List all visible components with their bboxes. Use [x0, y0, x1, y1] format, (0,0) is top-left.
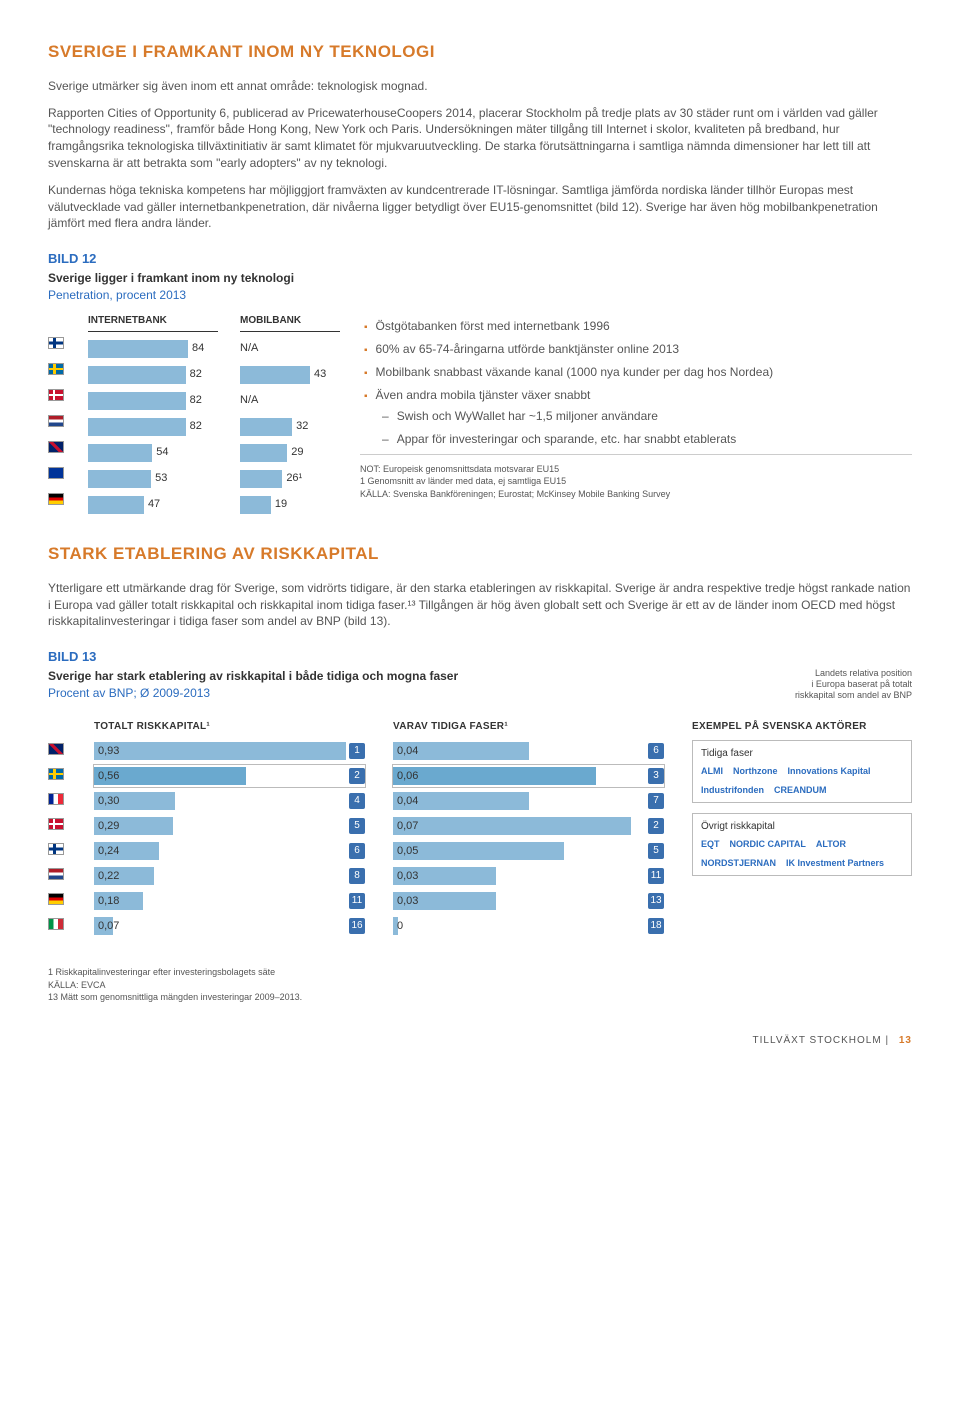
actor-logo: Northzone — [733, 765, 778, 778]
footer-page: 13 — [899, 1035, 912, 1046]
actors-early-box: Tidiga faser ALMI Northzone Innovations Ka… — [692, 740, 912, 803]
bild13-subtitle: Procent av BNP; Ø 2009-2013 — [48, 685, 795, 702]
internet-bar-row: 53 — [88, 468, 218, 490]
actor-logo: EQT — [701, 838, 720, 851]
sub-bullet: Swish och WyWallet har ~1,5 miljoner anv… — [396, 408, 912, 425]
footer-sep: | — [885, 1035, 889, 1046]
actor-logo: CREANDUM — [774, 784, 827, 797]
section1-p3: Kundernas höga tekniska kompetens har mö… — [48, 182, 912, 232]
mobil-bar-row: 43 — [240, 364, 340, 386]
mobil-bar-row: 19 — [240, 494, 340, 516]
footnotes: 1 Riskkapitalinvesteringar efter investe… — [48, 966, 912, 1004]
section1-p2: Rapporten Cities of Opportunity 6, publi… — [48, 105, 912, 172]
bild13-right-note: Landets relativa positioni Europa basera… — [795, 668, 912, 700]
internet-bar-row: 82 — [88, 364, 218, 386]
internet-bar-row: 47 — [88, 494, 218, 516]
actor-logo: ALMI — [701, 765, 723, 778]
page-footer: TILLVÄXT STOCKHOLM | 13 — [48, 1034, 912, 1048]
bild12-col1-hdr: INTERNETBANK — [88, 314, 218, 332]
early-bar-row: 0,06 3 — [393, 765, 664, 787]
bild12-subtitle: Penetration, procent 2013 — [48, 287, 912, 304]
actor-logo: Industrifonden — [701, 784, 764, 797]
bild13-label: BILD 13 — [48, 648, 912, 666]
bild12-title: Sverige ligger i framkant inom ny teknol… — [48, 270, 912, 287]
actors-other-box: Övrigt riskkapital EQT NORDIC CAPITAL ALTO… — [692, 813, 912, 876]
total-bar-row: 0,18 11 — [94, 890, 365, 912]
actors-early-label: Tidiga faser — [701, 747, 903, 761]
mobil-bar-row: N/A — [240, 338, 340, 360]
flag-icon — [48, 893, 64, 905]
total-bar-row: 0,30 4 — [94, 790, 365, 812]
bild12-note2: 1 Genomsnitt av länder med data, ej samt… — [360, 475, 912, 488]
flag-icon — [48, 467, 64, 479]
mobil-bar-row: 26¹ — [240, 468, 340, 490]
bullet: Mobilbank snabbast växande kanal (1000 n… — [378, 364, 912, 381]
bullet: Östgötabanken först med internetbank 199… — [378, 318, 912, 335]
flag-icon — [48, 843, 64, 855]
early-bar-row: 0,04 7 — [393, 790, 664, 812]
total-bar-row: 0,93 1 — [94, 740, 365, 762]
mobil-bar-row: 32 — [240, 416, 340, 438]
section1-p1: Sverige utmärker sig även inom ett annat… — [48, 78, 912, 95]
section2-p1: Ytterligare ett utmärkande drag för Sver… — [48, 580, 912, 630]
early-bar-row: 0,03 13 — [393, 890, 664, 912]
flag-icon — [48, 415, 64, 427]
mobil-bar-row: 29 — [240, 442, 340, 464]
mobil-bar-row: N/A — [240, 390, 340, 412]
internet-bar-row: 82 — [88, 390, 218, 412]
flag-icon — [48, 389, 64, 401]
bild12-col2-hdr: MOBILBANK — [240, 314, 340, 332]
flag-icon — [48, 743, 64, 755]
actor-logo: IK Investment Partners — [786, 857, 884, 870]
footnote-1: 1 Riskkapitalinvesteringar efter investe… — [48, 966, 912, 979]
bild13-col-total: TOTALT RISKKAPITAL¹ — [94, 720, 365, 734]
flag-icon — [48, 868, 64, 880]
flag-icon — [48, 768, 64, 780]
early-bar-row: 0,05 5 — [393, 840, 664, 862]
early-bar-row: 0,04 6 — [393, 740, 664, 762]
total-bar-row: 0,07 16 — [94, 915, 365, 937]
flag-icon — [48, 441, 64, 453]
section2-heading: STARK ETABLERING AV RISKKAPITAL — [48, 542, 912, 566]
bullet: Även andra mobila tjänster växer snabbtS… — [378, 387, 912, 448]
flag-icon — [48, 363, 64, 375]
bild12-note3: KÄLLA: Svenska Bankföreningen; Eurostat;… — [360, 488, 912, 501]
actor-logo: NORDIC CAPITAL — [730, 838, 806, 851]
actor-logo: Innovations Kapital — [788, 765, 871, 778]
flag-icon — [48, 918, 64, 930]
bild12-label: BILD 12 — [48, 250, 912, 268]
section1-heading: SVERIGE I FRAMKANT INOM NY TEKNOLOGI — [48, 40, 912, 64]
bild12-note1: NOT: Europeisk genomsnittsdata motsvarar… — [360, 463, 912, 476]
internet-bar-row: 82 — [88, 416, 218, 438]
bild13-col-early: VARAV TIDIGA FASER¹ — [393, 720, 664, 734]
actor-logo: ALTOR — [816, 838, 846, 851]
total-bar-row: 0,29 5 — [94, 815, 365, 837]
footnote-2: KÄLLA: EVCA — [48, 979, 912, 992]
bild13-chart: TOTALT RISKKAPITAL¹ 0,93 1 0,56 2 0,30 4 — [48, 720, 912, 940]
total-bar-row: 0,24 6 — [94, 840, 365, 862]
actor-logo: NORDSTJERNAN — [701, 857, 776, 870]
bullet: 60% av 65-74-åringarna utförde banktjäns… — [378, 341, 912, 358]
total-bar-row: 0,22 8 — [94, 865, 365, 887]
total-bar-row: 0,56 2 — [94, 765, 365, 787]
early-bar-row: 0,07 2 — [393, 815, 664, 837]
footer-title: TILLVÄXT STOCKHOLM — [753, 1035, 882, 1046]
internet-bar-row: 84 — [88, 338, 218, 360]
early-bar-row: 0,03 11 — [393, 865, 664, 887]
actors-other-label: Övrigt riskkapital — [701, 820, 903, 834]
bild13-col-actors: EXEMPEL PÅ SVENSKA AKTÖRER — [692, 720, 912, 734]
internet-bar-row: 54 — [88, 442, 218, 464]
bild12-bullets: Östgötabanken först med internetbank 199… — [360, 314, 912, 520]
flag-icon — [48, 337, 64, 349]
footnote-3: 13 Mätt som genomsnittliga mängden inves… — [48, 991, 912, 1004]
early-bar-row: 0 18 — [393, 915, 664, 937]
bild13-title: Sverige har stark etablering av riskkapi… — [48, 668, 795, 685]
flag-icon — [48, 818, 64, 830]
flag-icon — [48, 793, 64, 805]
bild12-chart: INTERNETBANK 84 82 82 82 54 53 47 MOBILB… — [48, 314, 912, 520]
sub-bullet: Appar för investeringar och sparande, et… — [396, 431, 912, 448]
flag-icon — [48, 493, 64, 505]
